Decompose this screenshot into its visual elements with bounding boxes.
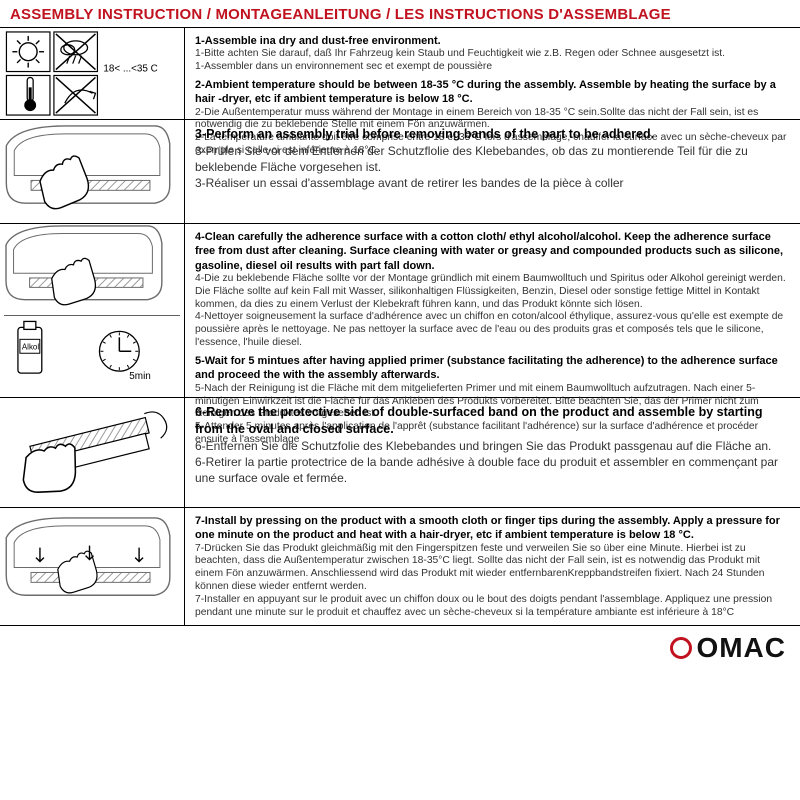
instruction-block: 7-Install by pressing on the product wit… — [195, 514, 790, 620]
svg-text:Alkol: Alkol — [22, 342, 39, 351]
instruction-bold: 4-Clean carefully the adherence surface … — [195, 230, 790, 273]
instruction-bold: 5-Wait for 5 mintues after having applie… — [195, 354, 790, 383]
instruction-row: 18< ...<35 C 1-Assemble ina dry and dust… — [0, 28, 800, 120]
page-title: ASSEMBLY INSTRUCTION / MONTAGEANLEITUNG … — [10, 6, 790, 23]
instruction-block: 1-Assemble ina dry and dust-free environ… — [195, 34, 790, 74]
instruction-sub: 1-Bitte achten Sie darauf, daß Ihr Fahrz… — [195, 48, 790, 61]
instruction-text: 3-Perform an assembly trial before remov… — [185, 120, 800, 223]
instruction-bold: 6-Remove the protective side of double-s… — [195, 404, 790, 438]
instruction-text: 7-Install by pressing on the product wit… — [185, 508, 800, 625]
instruction-row: Alkol 5min 4-Clean carefully the adheren… — [0, 224, 800, 398]
instruction-rows: 18< ...<35 C 1-Assemble ina dry and dust… — [0, 28, 800, 626]
illustration — [0, 398, 185, 507]
instruction-text: 1-Assemble ina dry and dust-free environ… — [185, 28, 800, 119]
footer: OMAC — [0, 626, 800, 666]
instruction-row: 6-Remove the protective side of double-s… — [0, 398, 800, 508]
instruction-block: 3-Perform an assembly trial before remov… — [195, 126, 790, 191]
instruction-bold: 3-Perform an assembly trial before remov… — [195, 126, 790, 143]
instruction-sub: 3-Prüfen Sie vor dem Entfernen der Schut… — [195, 143, 790, 175]
illustration: Alkol 5min — [0, 224, 185, 397]
instruction-sub: 6-Entfernen Sie die Schutzfolie des Kleb… — [195, 438, 790, 454]
instruction-row: 7-Install by pressing on the product wit… — [0, 508, 800, 626]
instruction-block: 4-Clean carefully the adherence surface … — [195, 230, 790, 350]
instruction-text: 4-Clean carefully the adherence surface … — [185, 224, 800, 397]
instruction-sub: 7-Drücken Sie das Produkt gleichmäßig mi… — [195, 543, 790, 594]
instruction-bold: 1-Assemble ina dry and dust-free environ… — [195, 34, 790, 48]
svg-text:5min: 5min — [129, 371, 151, 382]
svg-text:18< ...<35 C: 18< ...<35 C — [103, 64, 157, 75]
brand-ring-icon — [670, 637, 692, 659]
header: ASSEMBLY INSTRUCTION / MONTAGEANLEITUNG … — [0, 0, 800, 28]
brand-logo: OMAC — [670, 632, 786, 664]
instruction-sub: 7-Installer en appuyant sur le produit a… — [195, 594, 790, 620]
instruction-bold: 2-Ambient temperature should be between … — [195, 78, 790, 107]
instruction-text: 6-Remove the protective side of double-s… — [185, 398, 800, 507]
instruction-sub: 4-Nettoyer soigneusement la surface d'ad… — [195, 311, 790, 350]
instruction-sub: 3-Réaliser un essai d'assemblage avant d… — [195, 175, 790, 191]
instruction-sub: 1-Assembler dans un environnement sec et… — [195, 61, 790, 74]
brand-text: OMAC — [696, 632, 786, 664]
illustration — [0, 508, 185, 625]
illustration — [0, 120, 185, 223]
instruction-row: 3-Perform an assembly trial before remov… — [0, 120, 800, 224]
instruction-block: 6-Remove the protective side of double-s… — [195, 404, 790, 486]
instruction-bold: 7-Install by pressing on the product wit… — [195, 514, 790, 543]
instruction-sub: 6-Retirer la partie protectrice de la ba… — [195, 454, 790, 486]
instruction-sub: 4-Die zu beklebende Fläche sollte vor de… — [195, 273, 790, 312]
illustration: 18< ...<35 C — [0, 28, 185, 119]
